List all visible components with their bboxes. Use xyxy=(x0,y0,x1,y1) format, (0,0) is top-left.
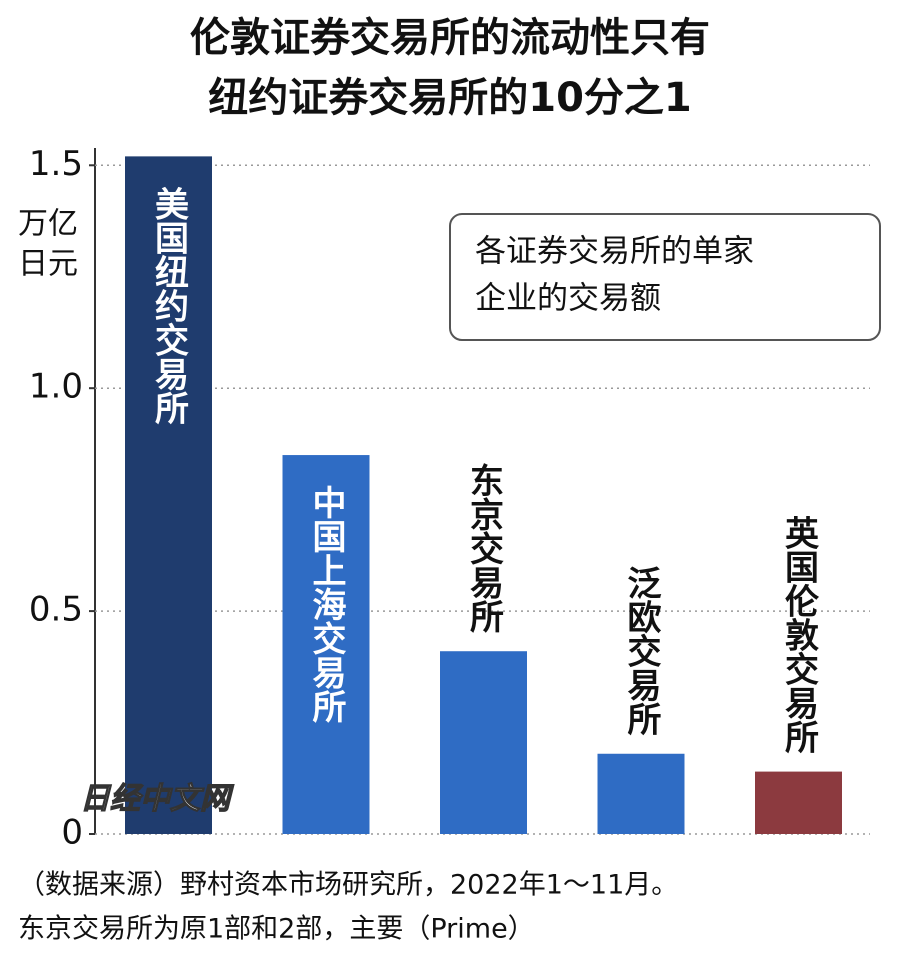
category-label: 泛欧交易所 xyxy=(621,566,661,737)
source-note: 东京交易所为原1部和2部，主要（Prime） xyxy=(18,914,535,945)
watermark: 日经中文网 xyxy=(80,782,234,817)
legend-text: 各证券交易所的单家 xyxy=(475,234,754,270)
category-label: 美国纽约交易所 xyxy=(149,186,189,425)
category-label: 东京交易所 xyxy=(464,462,504,634)
y-tick-label: 1.0 xyxy=(29,367,83,407)
category-label: 英国伦敦交易所 xyxy=(779,516,819,755)
chart-title: 纽约证券交易所的10分之1 xyxy=(208,75,692,121)
y-axis-label: 万亿 xyxy=(18,207,78,242)
bar xyxy=(282,455,370,834)
y-tick-label: 1.5 xyxy=(29,144,83,184)
chart-title: 伦敦证券交易所的流动性只有 xyxy=(190,15,710,61)
bar xyxy=(755,771,842,834)
y-axis-label: 日元 xyxy=(18,247,78,282)
y-tick-label: 0 xyxy=(61,813,83,853)
legend-text: 企业的交易额 xyxy=(475,281,661,317)
source-note: （数据来源）野村资本市场研究所，2022年1～11月。 xyxy=(18,870,678,901)
bar xyxy=(125,156,212,834)
y-tick-label: 0.5 xyxy=(29,590,83,630)
category-label: 中国上海交易所 xyxy=(306,485,346,724)
bar xyxy=(597,753,685,834)
legend-box xyxy=(449,213,881,341)
bar xyxy=(440,651,527,834)
